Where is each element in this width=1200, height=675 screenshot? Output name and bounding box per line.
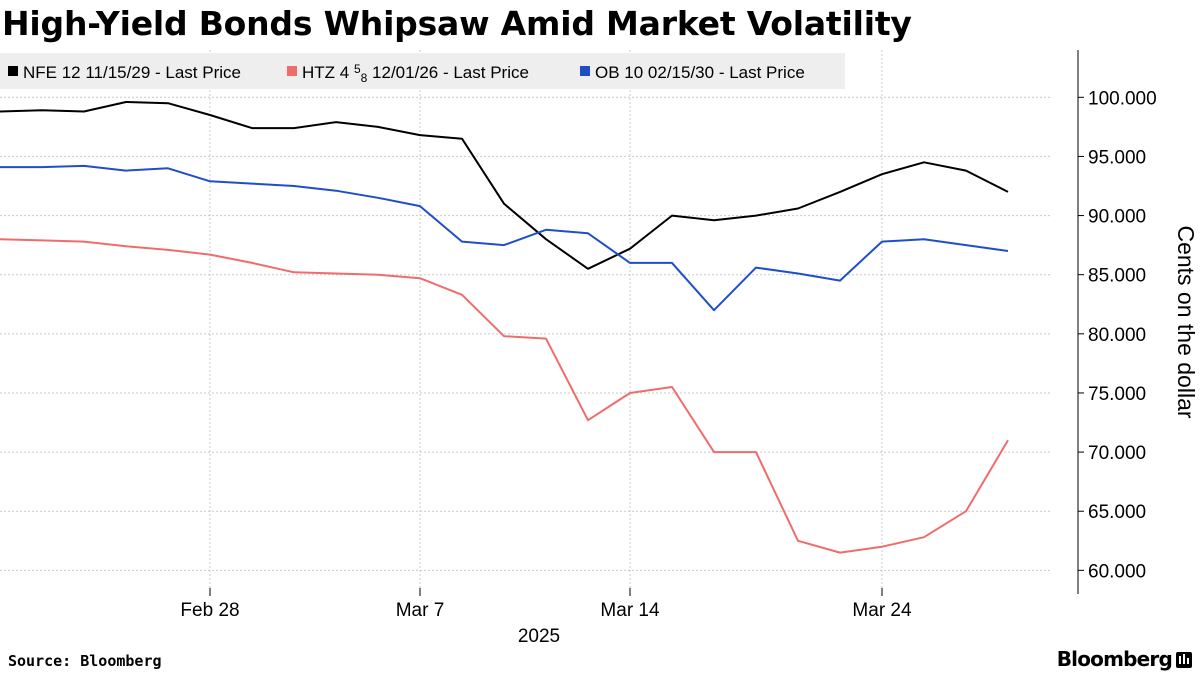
legend-swatch (8, 66, 18, 76)
source-note: Source: Bloomberg (8, 652, 162, 670)
legend: NFE 12 11/15/29 - Last Price HTZ 4 58 12/… (0, 53, 845, 89)
y-axis-ticks: 60.000 65.000 70.000 75.000 80.000 85.000 90.0… (1078, 88, 1157, 582)
plot-area (0, 50, 1050, 594)
x-tick-label: Mar 7 (396, 600, 445, 621)
legend-swatch (580, 66, 590, 76)
brand-logo: Bloomberg (1057, 647, 1192, 671)
legend-label: OB 10 02/15/30 - Last Price (595, 63, 805, 82)
legend-swatch (287, 66, 297, 76)
x-tick-label: Mar 24 (852, 600, 912, 621)
y-tick-label: 75.000 (1088, 384, 1146, 405)
series-line (0, 164, 1009, 312)
series-line (0, 238, 1009, 554)
y-tick-label: 80.000 (1088, 325, 1146, 346)
legend-label-part: 12/01/26 - Last Price (367, 63, 529, 82)
x-axis-ticks: Feb 28 Mar 7 Mar 14 Mar 24 (180, 588, 912, 621)
y-tick-label: 85.000 (1088, 266, 1146, 287)
x-tick-label: Feb 28 (180, 600, 239, 621)
y-tick-label: 60.000 (1088, 561, 1146, 582)
x-tick-label: Mar 14 (600, 600, 660, 621)
terminal-icon (1176, 652, 1192, 668)
y-tick-label: 65.000 (1088, 502, 1146, 523)
gridlines (0, 50, 1050, 594)
legend-label-part: 5 (354, 62, 361, 76)
y-tick-label: 100.000 (1088, 88, 1157, 109)
y-tick-label: 90.000 (1088, 207, 1146, 228)
series-line (0, 101, 1009, 270)
brand-name: Bloomberg (1056, 647, 1173, 671)
chart-title: High-Yield Bonds Whipsaw Amid Market Vol… (2, 4, 912, 43)
legend-label: NFE 12 11/15/29 - Last Price (23, 63, 241, 82)
legend-label-part: HTZ 4 (302, 63, 354, 82)
y-axis-label: Cents on the dollar (1173, 225, 1199, 418)
x-year-label: 2025 (518, 626, 560, 647)
legend-label: HTZ 4 58 12/01/26 - Last Price (302, 62, 529, 85)
y-tick-label: 95.000 (1088, 147, 1146, 168)
series-lines (0, 101, 1009, 554)
legend-label-part: 8 (361, 71, 368, 85)
legend-box (0, 53, 845, 89)
y-tick-label: 70.000 (1088, 443, 1146, 464)
